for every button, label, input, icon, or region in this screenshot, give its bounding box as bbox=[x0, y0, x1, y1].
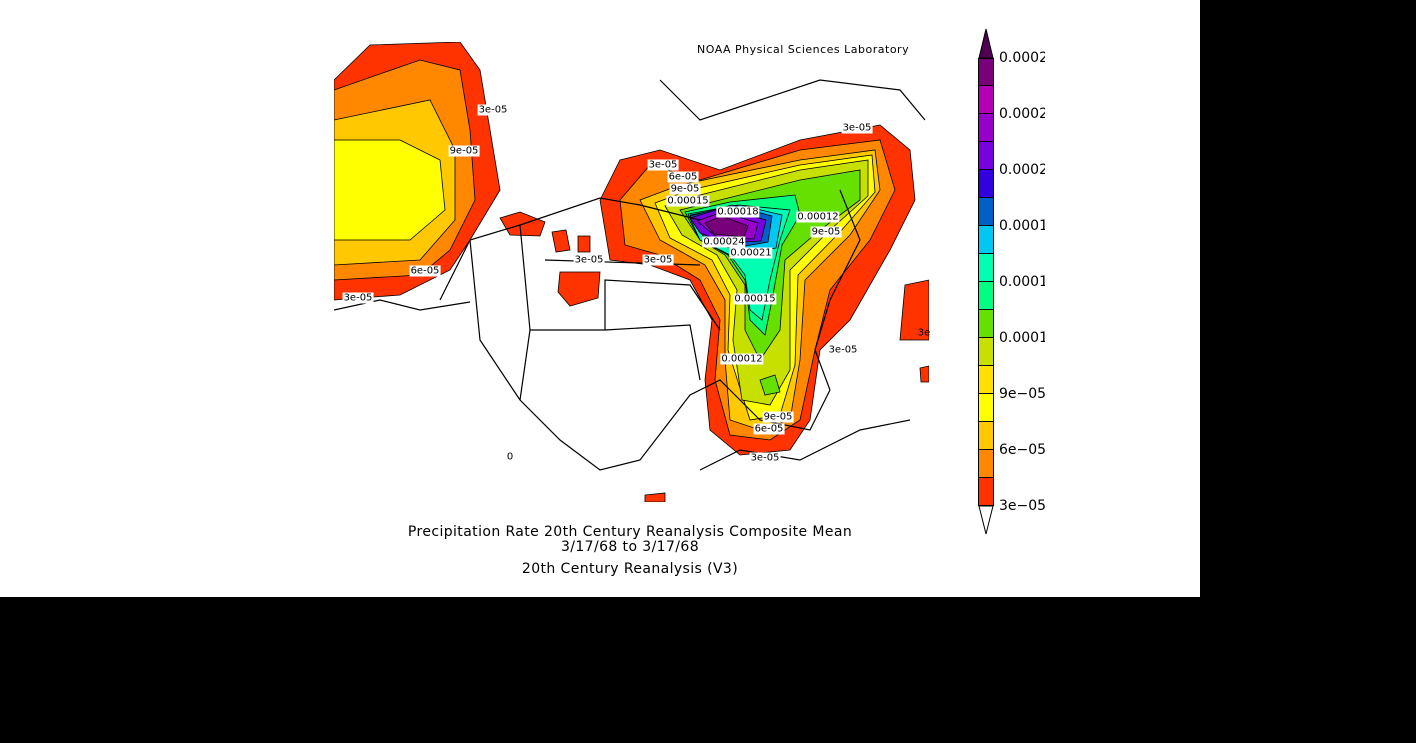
contour-label: 9e-05 bbox=[669, 183, 701, 195]
colorbar-bin bbox=[978, 366, 994, 394]
title-date-range: 3/17/68 to 3/17/68 bbox=[560, 539, 700, 555]
colorbar-bin bbox=[978, 282, 994, 310]
colorbar-label: 0.00012 bbox=[999, 330, 1045, 346]
colorbar-bin bbox=[978, 450, 994, 478]
contour-label: 3e bbox=[917, 327, 931, 339]
contour-label: 9e-05 bbox=[448, 145, 480, 157]
colorbar-bin bbox=[978, 86, 994, 114]
east-precip-system bbox=[599, 124, 916, 456]
contour-label: 0.00018 bbox=[716, 206, 760, 218]
contour-label: 0.00012 bbox=[720, 353, 764, 365]
colorbar-bin bbox=[978, 422, 994, 450]
colorbar-bin bbox=[978, 114, 994, 142]
contour-label: 3e-05 bbox=[342, 292, 374, 304]
colorbar-under-triangle bbox=[978, 506, 994, 535]
contour-label: 9e-05 bbox=[762, 411, 794, 423]
colorbar-bin bbox=[978, 310, 994, 338]
contour-label: 0.00015 bbox=[733, 293, 777, 305]
colorbar-label: 0.00018 bbox=[999, 218, 1045, 234]
borders-and-coastlines bbox=[334, 79, 926, 471]
colorbar-label: 0.00015 bbox=[999, 274, 1045, 290]
colorbar bbox=[978, 58, 994, 506]
contour-label: 0.00012 bbox=[796, 211, 840, 223]
colorbar-bin bbox=[978, 478, 994, 506]
contour-label: 0.00024 bbox=[702, 236, 746, 248]
colorbar-label: 6e−05 bbox=[999, 442, 1045, 458]
contour-label: 3e-05 bbox=[827, 344, 859, 356]
colorbar-label: 0.00021 bbox=[999, 162, 1045, 178]
colorbar-label: 9e−05 bbox=[999, 386, 1045, 402]
colorbar-bin bbox=[978, 170, 994, 198]
figure-canvas: NOAA Physical Sciences Laboratory 3e-05 … bbox=[0, 0, 1200, 597]
contour-label: 3e-05 bbox=[749, 452, 781, 464]
colorbar-bin bbox=[978, 394, 994, 422]
colorbar-bin bbox=[978, 226, 994, 254]
contour-label: 3e-05 bbox=[642, 254, 674, 266]
contour-label: 6e-05 bbox=[753, 423, 785, 435]
colorbar-bin bbox=[978, 254, 994, 282]
contour-label: 3e-05 bbox=[573, 254, 605, 266]
colorbar-label: 3e−05 bbox=[999, 498, 1045, 514]
colorbar-bin bbox=[978, 338, 994, 366]
colorbar-bin bbox=[978, 198, 994, 226]
contour-label: 3e-05 bbox=[841, 122, 873, 134]
colorbar-label: 0.00027 bbox=[999, 50, 1045, 66]
contour-label: 3e-05 bbox=[477, 104, 509, 116]
contour-label: 3e-05 bbox=[647, 159, 679, 171]
credit-text: NOAA Physical Sciences Laboratory bbox=[697, 43, 910, 56]
scattered-precip bbox=[499, 211, 929, 502]
contour-label: 0.00015 bbox=[666, 195, 710, 207]
contour-label: 6e-05 bbox=[409, 265, 441, 277]
colorbar-over-triangle bbox=[978, 28, 994, 59]
colorbar-bin bbox=[978, 142, 994, 170]
contour-label: 0.00021 bbox=[729, 247, 773, 259]
title-dataset: 20th Century Reanalysis (V3) bbox=[521, 561, 739, 577]
contour-label: 9e-05 bbox=[810, 226, 842, 238]
colorbar-bin bbox=[978, 58, 994, 86]
west-coast-precip bbox=[334, 42, 501, 301]
title-line-1: Precipitation Rate 20th Century Reanalys… bbox=[407, 524, 853, 540]
contour-label: 0 bbox=[505, 451, 515, 463]
colorbar-label: 0.00024 bbox=[999, 106, 1045, 122]
contour-label: 6e-05 bbox=[667, 171, 699, 183]
